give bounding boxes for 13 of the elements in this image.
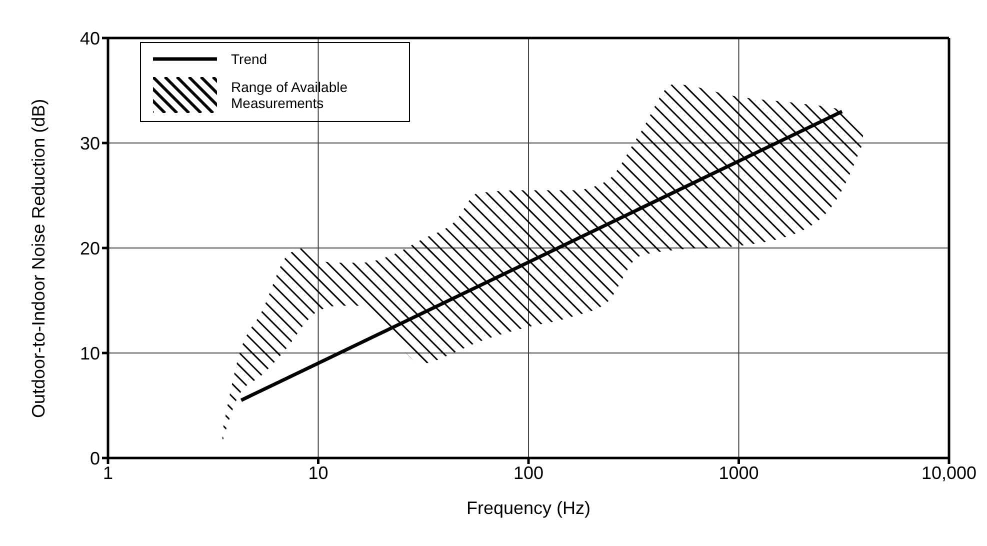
x-axis-title: Frequency (Hz) xyxy=(466,498,591,518)
y-axis-title: Outdoor-to-Indoor Noise Reduction (dB) xyxy=(28,98,48,418)
legend-label: Trend xyxy=(231,51,268,67)
y-tick-label: 10 xyxy=(80,343,100,364)
y-tick-label: 0 xyxy=(90,448,100,468)
y-tick-label: 20 xyxy=(80,238,100,258)
x-tick-label: 100 xyxy=(513,462,544,483)
x-tick-label: 10 xyxy=(308,462,328,483)
y-tick-label: 40 xyxy=(80,28,100,48)
x-tick-label: 1 xyxy=(102,462,114,483)
x-tick-label: 10,000 xyxy=(921,462,977,483)
y-tick-label: 30 xyxy=(80,133,100,154)
x-tick-label: 1000 xyxy=(718,462,759,483)
